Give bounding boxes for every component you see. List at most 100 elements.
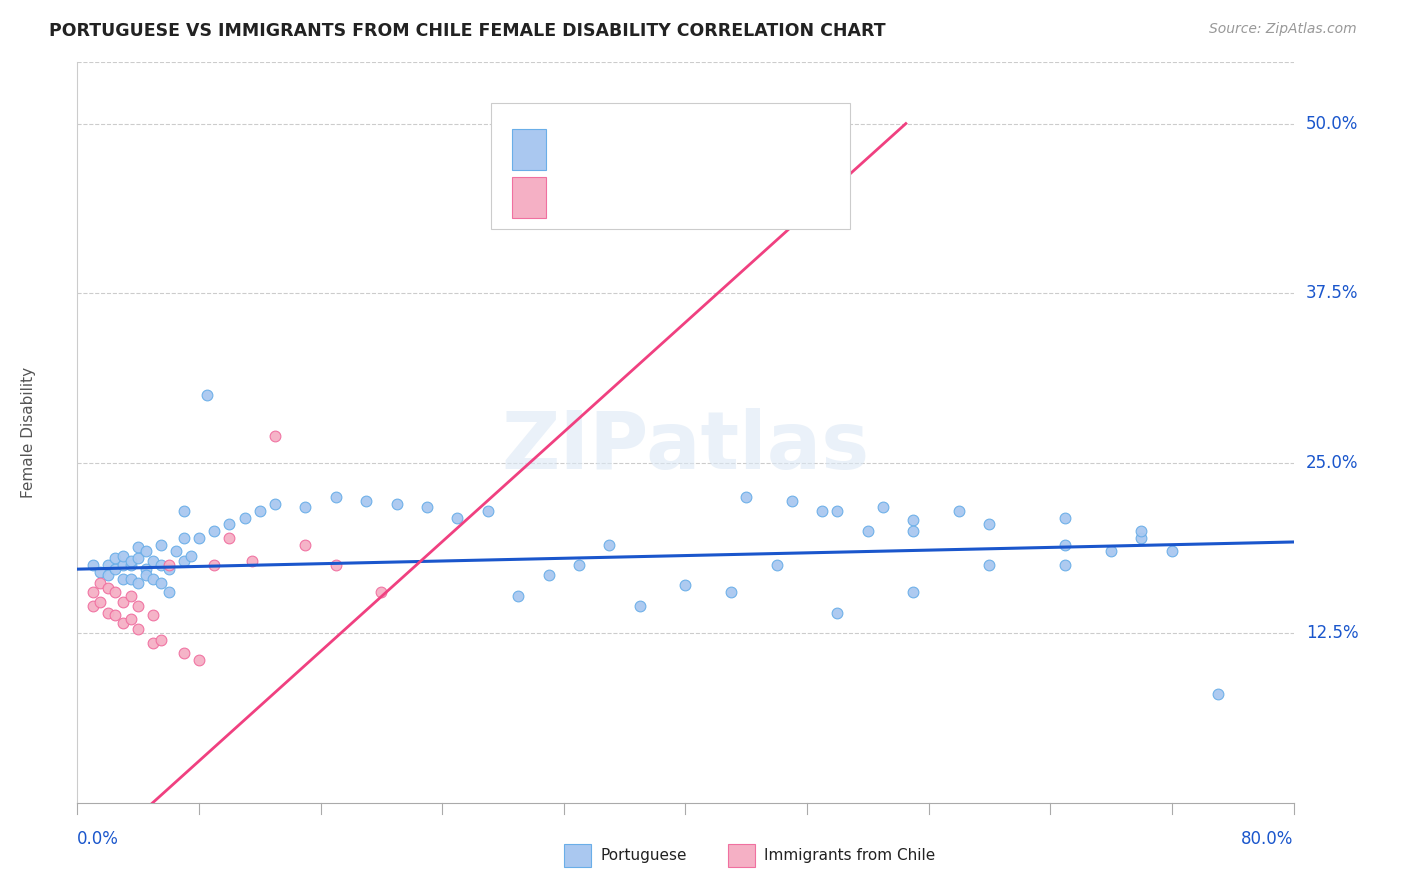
Point (568, 558, 591, 572)
Point (1099, 544, 1122, 558)
Point (294, 538, 316, 552)
Point (149, 575, 172, 590)
FancyBboxPatch shape (512, 177, 546, 218)
Point (264, 497, 287, 511)
Point (1206, 687, 1229, 701)
Point (720, 585, 742, 599)
Point (120, 572, 142, 586)
FancyBboxPatch shape (728, 844, 755, 867)
Point (628, 599, 651, 613)
Point (127, 551, 149, 566)
Point (856, 524, 879, 538)
Point (82, 599, 104, 613)
Point (135, 562, 157, 576)
Point (111, 558, 134, 572)
Point (1130, 524, 1153, 538)
Point (149, 558, 172, 572)
Point (202, 524, 225, 538)
Point (173, 554, 195, 568)
Point (979, 558, 1001, 572)
Point (202, 558, 225, 572)
Point (127, 575, 149, 590)
Point (89, 575, 111, 590)
Point (385, 497, 408, 511)
Point (598, 538, 620, 552)
Point (149, 538, 172, 552)
Point (97, 581, 120, 595)
Point (104, 551, 127, 566)
Point (249, 504, 271, 518)
Point (294, 500, 316, 514)
Point (537, 567, 560, 582)
Point (416, 500, 439, 514)
Point (948, 504, 970, 518)
Text: Immigrants from Chile: Immigrants from Chile (765, 848, 936, 863)
Point (354, 494, 377, 508)
Point (104, 562, 127, 576)
Point (135, 544, 157, 558)
Point (1054, 510, 1077, 524)
Point (104, 608, 127, 623)
Point (89, 595, 111, 609)
Point (508, 590, 530, 604)
Point (111, 572, 134, 586)
Point (827, 606, 849, 620)
Point (1161, 544, 1184, 558)
Point (240, 554, 263, 568)
FancyBboxPatch shape (491, 103, 849, 229)
Point (142, 608, 165, 623)
Point (111, 595, 134, 609)
FancyBboxPatch shape (564, 844, 591, 867)
Point (127, 541, 149, 555)
Text: N = 27: N = 27 (710, 186, 772, 204)
Text: Female Disability: Female Disability (21, 367, 37, 499)
Point (127, 622, 149, 636)
Point (735, 490, 758, 504)
Point (173, 531, 195, 545)
Point (165, 544, 187, 558)
Point (218, 531, 240, 545)
Text: R = 0.804: R = 0.804 (564, 186, 647, 204)
Text: 37.5%: 37.5% (1306, 285, 1358, 302)
Point (180, 549, 202, 563)
Text: Source: ZipAtlas.com: Source: ZipAtlas.com (1209, 22, 1357, 37)
Point (82, 585, 104, 599)
Point (903, 524, 925, 538)
Text: Portuguese: Portuguese (600, 848, 686, 863)
FancyBboxPatch shape (512, 129, 546, 170)
Point (827, 504, 849, 518)
Point (1130, 531, 1153, 545)
Point (89, 565, 111, 579)
Point (142, 635, 165, 649)
Text: 50.0%: 50.0% (1306, 114, 1358, 133)
Point (780, 494, 803, 508)
Point (765, 558, 787, 572)
Point (173, 646, 195, 660)
Point (142, 572, 165, 586)
Point (97, 558, 120, 572)
Point (111, 549, 134, 563)
Point (120, 590, 142, 604)
Point (218, 517, 240, 532)
Point (446, 510, 468, 524)
Text: PORTUGUESE VS IMMIGRANTS FROM CHILE FEMALE DISABILITY CORRELATION CHART: PORTUGUESE VS IMMIGRANTS FROM CHILE FEMA… (49, 22, 886, 40)
Point (188, 531, 211, 545)
Point (120, 558, 142, 572)
Text: 12.5%: 12.5% (1306, 624, 1358, 642)
Point (195, 388, 218, 402)
Point (233, 510, 256, 524)
Point (811, 504, 834, 518)
Point (979, 517, 1001, 532)
Point (127, 599, 149, 613)
Text: N = 73: N = 73 (710, 139, 772, 157)
Text: 80.0%: 80.0% (1241, 830, 1294, 848)
Point (1054, 558, 1077, 572)
Point (903, 513, 925, 527)
Point (264, 429, 287, 443)
Text: ZIPatlas: ZIPatlas (502, 409, 869, 486)
Point (903, 585, 925, 599)
Point (104, 585, 127, 599)
Point (97, 606, 120, 620)
Point (188, 653, 211, 667)
Point (120, 554, 142, 568)
